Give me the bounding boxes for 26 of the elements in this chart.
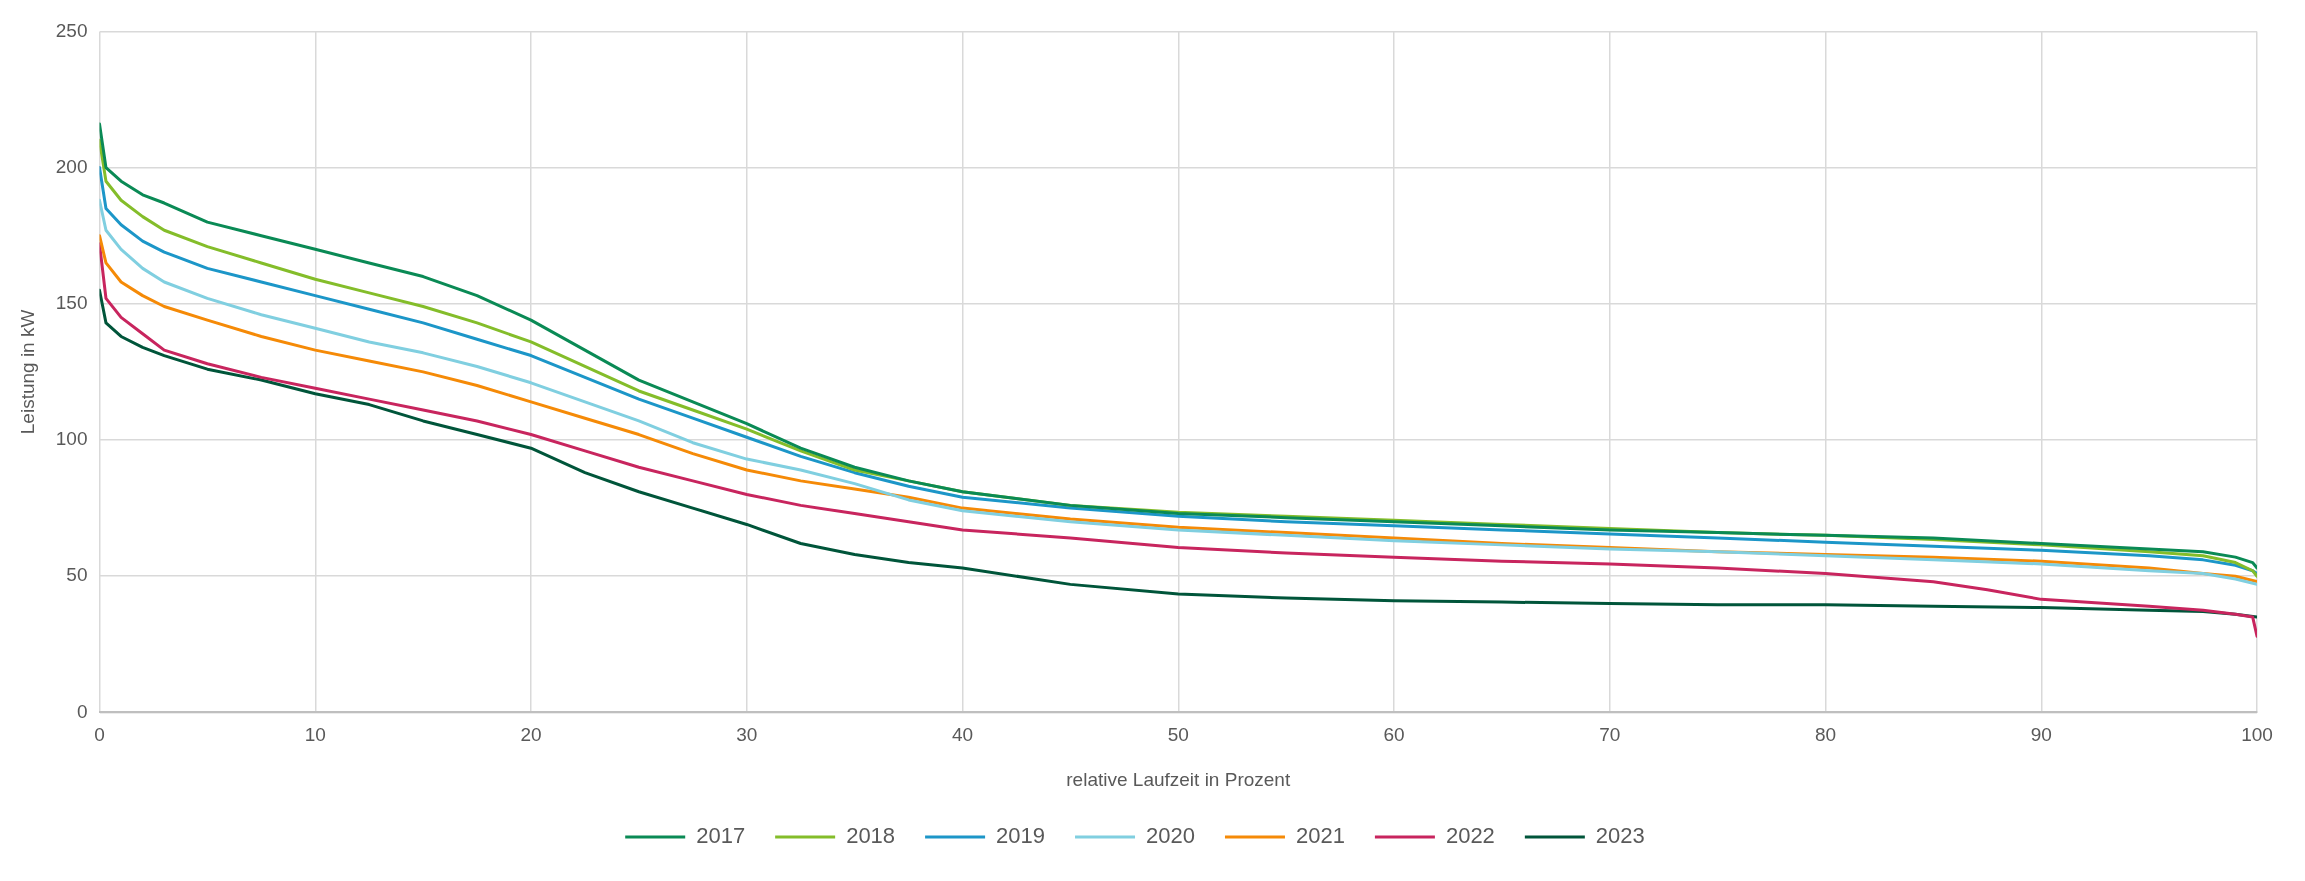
legend-label: 2019 <box>996 823 1046 849</box>
y-tick-label: 100 <box>55 428 88 450</box>
y-tick-label: 250 <box>55 19 88 41</box>
legend-label: 2020 <box>1146 823 1195 849</box>
x-tick-label: 0 <box>94 724 105 746</box>
legend-label: 2021 <box>1295 823 1345 849</box>
x-tick-label: 90 <box>2030 724 2052 746</box>
x-tick-label: 20 <box>520 724 542 746</box>
x-axis-title: relative Laufzeit in Prozent <box>1066 768 1291 790</box>
y-tick-label: 200 <box>55 155 88 177</box>
legend-label: 2022 <box>1445 823 1495 849</box>
y-tick-label: 0 <box>76 700 88 722</box>
legend-label: 2018 <box>846 823 896 849</box>
legend-label: 2023 <box>1595 823 1645 849</box>
y-tick-label: 150 <box>55 292 88 314</box>
x-tick-label: 60 <box>1383 724 1405 746</box>
x-tick-label: 10 <box>304 724 326 746</box>
x-tick-label: 50 <box>1167 724 1189 746</box>
x-tick-label: 40 <box>951 724 974 746</box>
legend-label: 2017 <box>696 823 746 849</box>
x-tick-label: 30 <box>736 724 758 746</box>
y-tick-label: 50 <box>66 564 88 586</box>
x-tick-label: 70 <box>1599 724 1621 746</box>
y-axis-title: Leistung in kW <box>16 309 38 435</box>
x-tick-label: 80 <box>1814 724 1837 746</box>
x-tick-label: 100 <box>2241 724 2273 746</box>
